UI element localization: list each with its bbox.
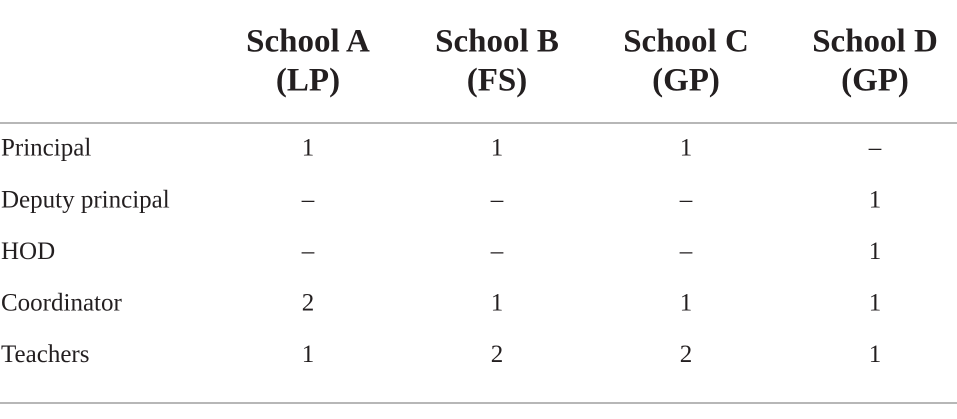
cell: – xyxy=(679,186,693,213)
column-header: School C xyxy=(623,24,749,60)
column-header: School A xyxy=(246,24,370,60)
cell: 1 xyxy=(302,341,315,368)
cell: 1 xyxy=(680,290,693,317)
column-subheader: (FS) xyxy=(467,63,528,99)
row-label: Deputy principal xyxy=(1,186,170,213)
column-subheader: (GP) xyxy=(652,63,720,99)
row-label: Teachers xyxy=(1,341,89,368)
row-label: Coordinator xyxy=(1,290,122,317)
cell: 2 xyxy=(491,341,504,368)
cell: 1 xyxy=(491,290,504,317)
cell: 1 xyxy=(869,238,882,265)
cell: 1 xyxy=(680,135,693,162)
cell: – xyxy=(490,186,504,213)
cell: 1 xyxy=(491,135,504,162)
cell: 1 xyxy=(869,290,882,317)
cell: 2 xyxy=(302,290,315,317)
row-label: HOD xyxy=(1,238,55,265)
column-header: School D xyxy=(812,24,938,60)
row-label: Principal xyxy=(1,135,91,162)
cell: 1 xyxy=(302,135,315,162)
cell: 2 xyxy=(680,341,693,368)
cell: – xyxy=(490,238,504,265)
column-subheader: (LP) xyxy=(276,63,340,99)
column-header: School B xyxy=(435,24,559,60)
cell: 1 xyxy=(869,186,882,213)
column-subheader: (GP) xyxy=(841,63,909,99)
cell: – xyxy=(868,135,882,162)
cell: 1 xyxy=(869,341,882,368)
cell: – xyxy=(301,238,315,265)
cell: – xyxy=(301,186,315,213)
cell: – xyxy=(679,238,693,265)
